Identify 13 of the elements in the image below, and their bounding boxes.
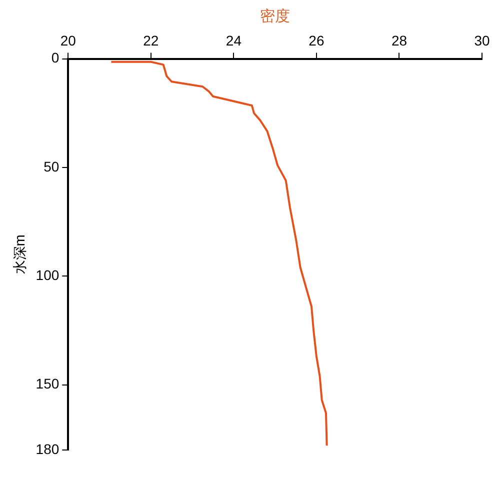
x-tick-label: 20 (60, 32, 76, 48)
y-tick-label: 180 (36, 440, 60, 457)
y-tick-label: 0 (51, 50, 60, 66)
x-tick-label: 30 (474, 32, 490, 48)
x-tick-label: 22 (143, 32, 159, 48)
x-tick-label: 24 (226, 32, 242, 48)
x-axis-title: 密度 (260, 8, 290, 26)
y-axis-title: 水深m (11, 234, 28, 274)
y-tick-label: 150 (36, 376, 60, 392)
y-tick-label: 100 (36, 266, 60, 283)
x-tick-label: 28 (391, 32, 408, 48)
y-tick-label: 50 (44, 158, 60, 174)
x-tick-label: 26 (308, 32, 324, 48)
